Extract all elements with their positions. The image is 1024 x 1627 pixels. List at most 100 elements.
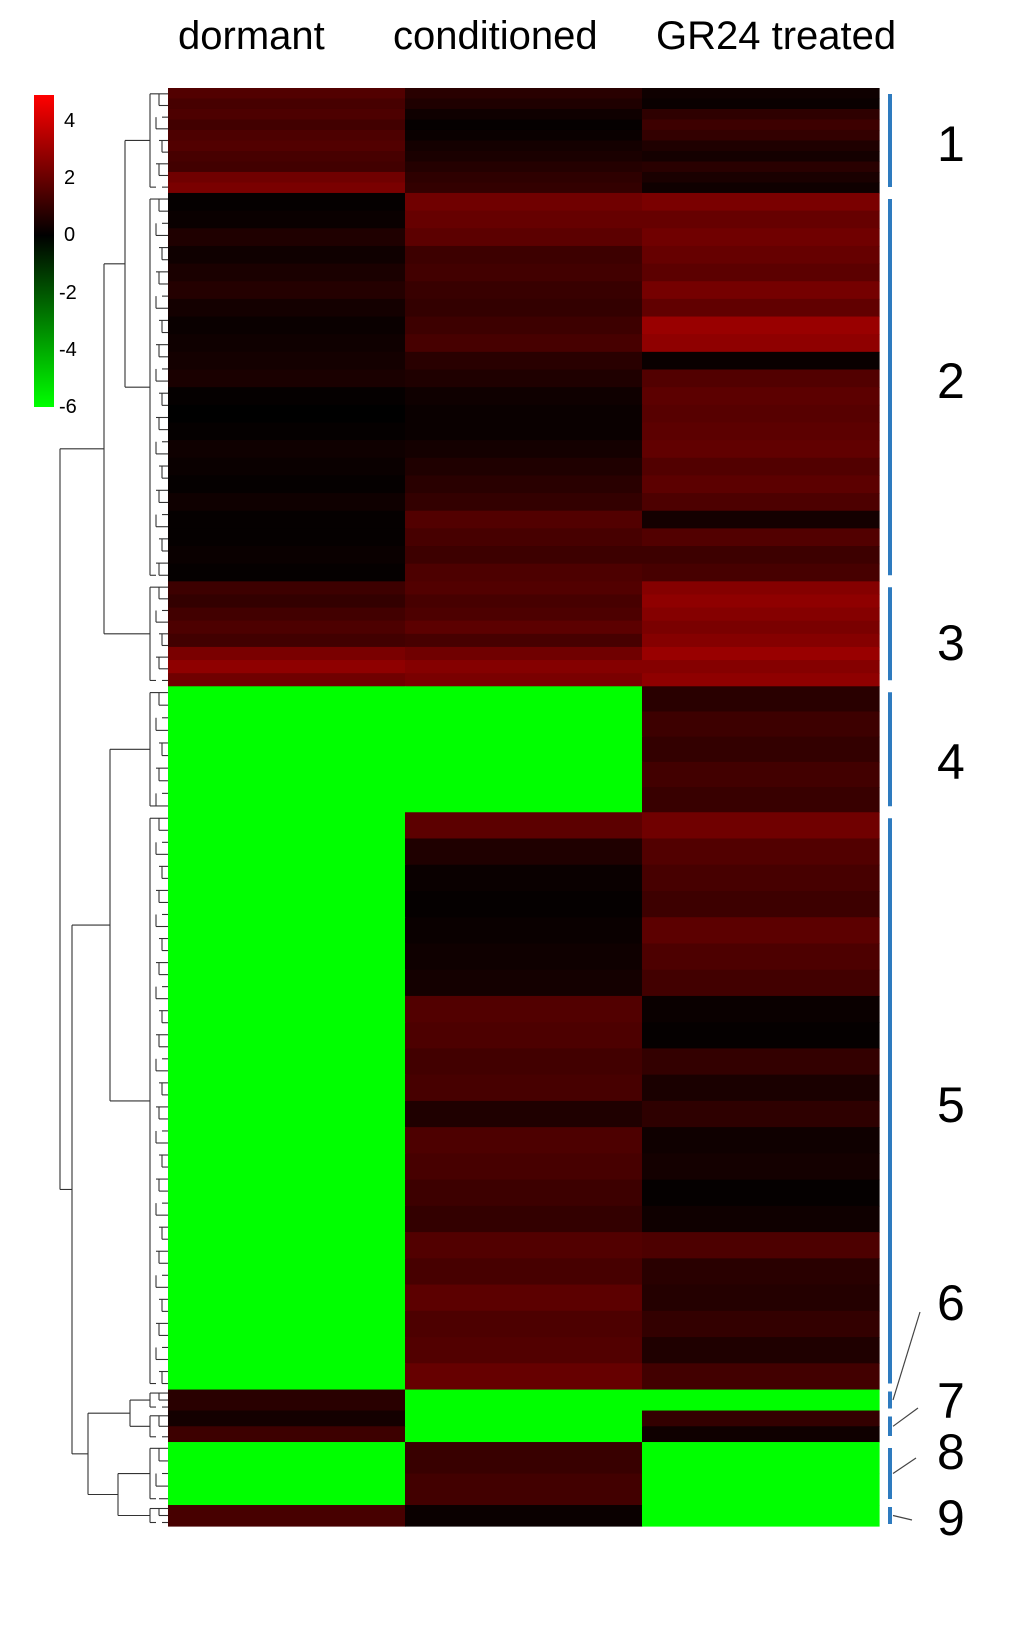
heatmap-cell — [405, 1022, 643, 1050]
heatmap-cell — [642, 1284, 880, 1312]
heatmap-cell — [405, 1100, 643, 1128]
cluster-bars — [888, 94, 921, 1524]
heatmap-cell — [168, 563, 406, 582]
cluster-label: 1 — [937, 116, 965, 172]
heatmap-cell — [642, 1153, 880, 1181]
heatmap-cell — [168, 263, 406, 282]
heatmap-cell — [168, 581, 406, 596]
heatmap-cell — [168, 182, 406, 194]
heatmap-cell — [405, 192, 643, 212]
heatmap-cell — [642, 1205, 880, 1233]
heatmap-cell — [405, 422, 643, 441]
heatmap-cell — [405, 1363, 643, 1391]
heatmap-cell — [642, 1505, 880, 1527]
heatmap-cell — [168, 281, 406, 300]
heatmap-cell — [168, 528, 406, 547]
heatmap-cell — [405, 281, 643, 300]
heatmap-cell — [642, 1100, 880, 1128]
heatmap-cell — [642, 351, 880, 371]
heatmap-cell — [405, 917, 643, 945]
heatmap-cell — [642, 1048, 880, 1076]
heatmap-cell — [168, 1205, 406, 1233]
heatmap-cell — [405, 594, 643, 609]
heatmap-cell — [405, 943, 643, 971]
heatmap-cell — [642, 686, 880, 713]
cluster-label: 3 — [937, 615, 965, 671]
heatmap-cell — [642, 228, 880, 247]
heatmap-cell — [642, 1127, 880, 1154]
heatmap-cell — [642, 150, 880, 163]
heatmap-cell — [168, 1022, 406, 1050]
heatmap-cell — [168, 422, 406, 441]
heatmap-cell — [642, 510, 880, 529]
heatmap-cell — [642, 1473, 880, 1506]
heatmap-cell — [405, 1389, 643, 1412]
heatmap-cell — [642, 1074, 880, 1102]
heatmap-cell — [642, 1258, 880, 1286]
heatmap-cell — [168, 660, 406, 674]
heatmap-cell — [168, 646, 406, 661]
heatmap-cell — [405, 298, 643, 318]
column-label-dormant: dormant — [178, 14, 325, 58]
heatmap-cell — [168, 171, 406, 184]
heatmap-cell — [642, 457, 880, 477]
heatmap-cell — [642, 1310, 880, 1338]
cluster-label: 7 — [937, 1373, 965, 1429]
heatmap-cell — [642, 812, 880, 840]
heatmap-cell — [642, 245, 880, 265]
column-label-conditioned: conditioned — [393, 14, 598, 58]
heatmap-cell — [642, 711, 880, 738]
cluster-leader-line — [892, 1311, 921, 1401]
heatmap-cell — [168, 334, 406, 353]
cluster-label: 8 — [937, 1424, 965, 1480]
heatmap-cell — [405, 736, 643, 763]
heatmap-cell — [405, 334, 643, 353]
heatmap-cell — [642, 563, 880, 582]
heatmap-cell — [642, 594, 880, 609]
heatmap-cell — [642, 528, 880, 547]
heatmap-cell — [642, 140, 880, 152]
cluster-label: 6 — [937, 1275, 965, 1331]
heatmap-cell — [168, 245, 406, 265]
heatmap-cell — [642, 263, 880, 282]
heatmap-cell — [405, 686, 643, 713]
heatmap-cell — [642, 1389, 880, 1412]
heatmap-cell — [405, 210, 643, 229]
heatmap-cell — [642, 182, 880, 194]
heatmap-cell — [405, 387, 643, 406]
heatmap-cell — [168, 129, 406, 142]
heatmap-cell — [168, 404, 406, 424]
heatmap-cell — [168, 890, 406, 918]
heatmap-cell — [405, 351, 643, 371]
heatmap-cell — [168, 510, 406, 529]
heatmap-cell — [168, 316, 406, 335]
heatmap-cell — [642, 943, 880, 971]
heatmap-cell — [642, 422, 880, 441]
color-scale-tick-label: 0 — [64, 224, 76, 246]
heatmap-cell — [405, 140, 643, 152]
heatmap-cell — [168, 594, 406, 609]
heatmap-cell — [168, 711, 406, 738]
heatmap-cell — [405, 1473, 643, 1506]
cluster-label: 5 — [937, 1077, 965, 1133]
heatmap-cell — [405, 404, 643, 424]
heatmap-cell — [642, 108, 880, 121]
heatmap-cell — [168, 1363, 406, 1391]
heatmap-cell — [642, 620, 880, 635]
heatmap-cell — [168, 1473, 406, 1506]
heatmap-cell — [405, 171, 643, 184]
cluster-label: 2 — [937, 353, 965, 409]
heatmap-cell — [405, 88, 643, 100]
heatmap-cell — [168, 1127, 406, 1154]
heatmap-cell — [642, 493, 880, 512]
heatmap-cell — [405, 761, 643, 788]
heatmap-cell — [405, 1205, 643, 1233]
heatmap-cell — [168, 633, 406, 648]
heatmap-cell — [405, 838, 643, 866]
color-scale-tick-label: 4 — [64, 110, 76, 132]
heatmap-cell — [405, 1337, 643, 1364]
heatmap-cell — [168, 1505, 406, 1527]
heatmap-cell — [642, 660, 880, 674]
